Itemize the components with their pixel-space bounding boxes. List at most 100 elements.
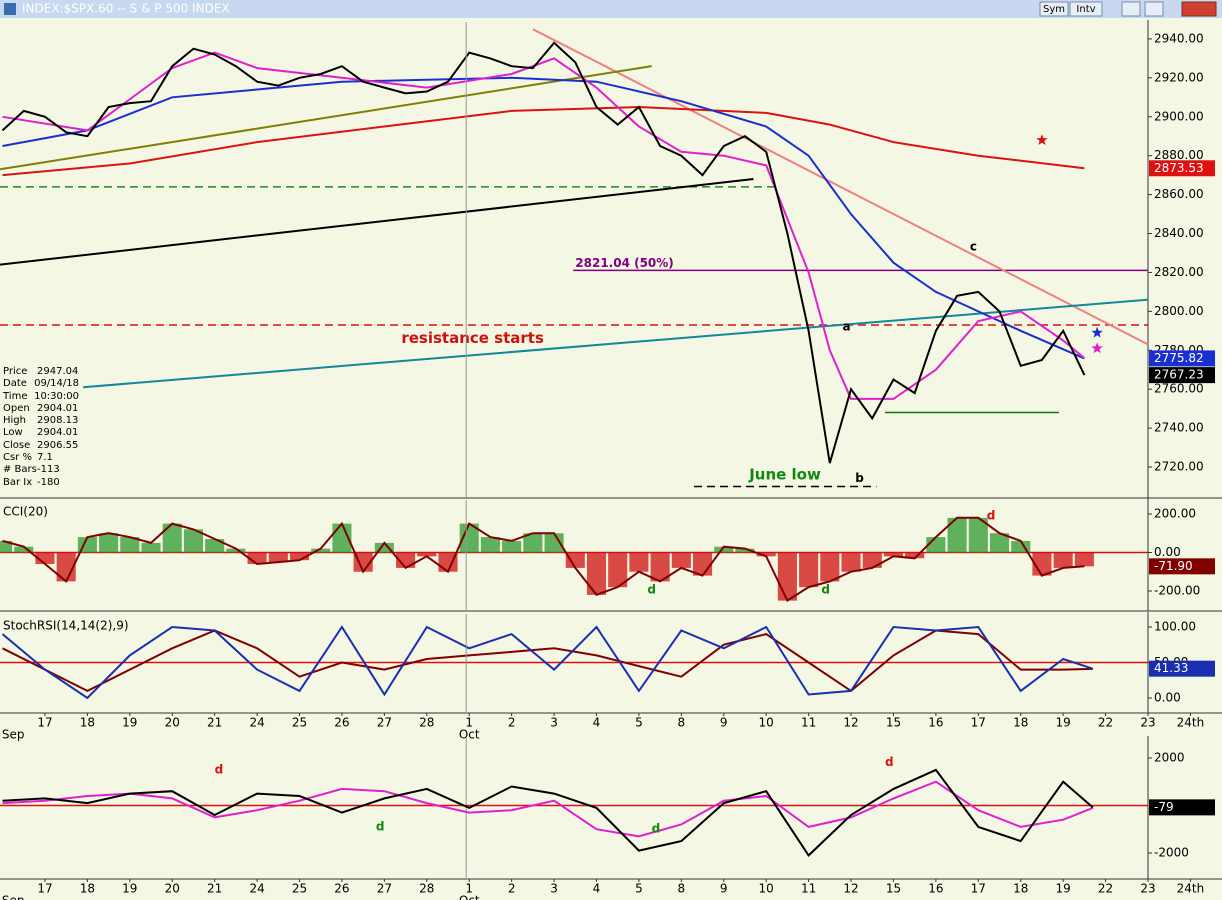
x-tick-label: 9 (720, 716, 728, 730)
sym-button-label[interactable]: Sym (1043, 4, 1065, 15)
plot-area: 2720.002740.002760.002780.002800.002820.… (0, 20, 1222, 900)
cci-bar (0, 540, 13, 553)
cci-bar (799, 552, 819, 588)
star-marker (1036, 134, 1048, 145)
info-label: Bar Ix (3, 476, 33, 488)
info-label: Close (3, 439, 31, 451)
x-tick-label: 19 (122, 716, 137, 730)
info-value: 10:30:00 (34, 390, 79, 402)
cci-bar (841, 552, 861, 572)
y-tick-label: 2940.00 (1154, 31, 1204, 45)
window-title: INDEX:$SPX.60 -- S & P 500 INDEX (22, 2, 230, 16)
info-label: Date (3, 378, 27, 390)
y-tick-label: -200.00 (1154, 583, 1200, 597)
series-line (2, 51, 1086, 400)
annotation: d (647, 583, 656, 597)
cci-bar (247, 552, 267, 565)
x-tick-label: 24th (1177, 882, 1205, 896)
x-tick-label: 12 (843, 882, 858, 896)
cci-bar (586, 552, 607, 595)
series-line (1, 41, 1086, 464)
x-tick-label: 20 (165, 716, 180, 730)
cci-bar (162, 523, 182, 553)
trend-line (0, 178, 754, 266)
trend-line (83, 298, 1149, 389)
x-tick-label: 24 (249, 882, 264, 896)
x-tick-label: 15 (886, 882, 901, 896)
y-tick-label: 2760.00 (1154, 382, 1204, 396)
y-tick-label: 2720.00 (1154, 460, 1204, 474)
annotation: b (855, 471, 864, 485)
x-tick-label: 3 (550, 882, 558, 896)
x-tick-label: 1 (465, 882, 473, 896)
x-tick-label: 16 (928, 716, 943, 730)
info-row: Date 09/14/18 (3, 378, 79, 390)
cci-bar (862, 552, 882, 568)
x-tick-label: 8 (678, 882, 686, 896)
cci-bar (544, 533, 564, 553)
cci-bar (968, 517, 988, 553)
x-tick-label: 10 (759, 882, 774, 896)
x-tick-label: 18 (80, 716, 95, 730)
info-row: Open 2904.01 (3, 403, 79, 415)
last-value-box (1149, 558, 1215, 575)
last-value-label: 2767.23 (1154, 368, 1204, 382)
annotation: d (987, 508, 996, 522)
cci-bar (883, 552, 903, 557)
x-tick-label: 19 (1056, 716, 1071, 730)
minimize-button[interactable] (1121, 1, 1141, 17)
x-tick-label: 24 (249, 716, 264, 730)
star-marker (1091, 342, 1103, 354)
cci-bar (56, 552, 76, 582)
info-label: Time (3, 390, 28, 402)
info-row: Csr % 7.1 (3, 452, 79, 464)
cci-bar (332, 523, 352, 553)
cci-bar (905, 552, 925, 559)
intv-button[interactable] (1069, 1, 1103, 17)
cci-bar (226, 548, 246, 553)
x-tick-label: 19 (122, 882, 137, 896)
month-label: Sep (2, 728, 25, 742)
last-value-label: 2775.82 (1154, 351, 1204, 365)
x-tick-label: 4 (593, 716, 601, 730)
x-tick-label: 2 (508, 716, 516, 730)
info-row: High 2908.13 (3, 415, 79, 427)
maximize-button[interactable] (1144, 1, 1164, 17)
x-tick-label: 11 (801, 716, 816, 730)
last-value-box (1149, 799, 1215, 816)
cci-bar (947, 517, 967, 553)
x-tick-label: 1 (465, 716, 473, 730)
close-button[interactable] (1181, 1, 1217, 17)
cci-bar (311, 548, 331, 553)
info-row: Bar Ix -180 (3, 477, 79, 489)
last-value-box (1149, 367, 1215, 384)
cci-bar (35, 552, 55, 565)
x-tick-label: 27 (377, 882, 392, 896)
cci-bar (459, 523, 479, 553)
x-tick-label: 22 (1098, 882, 1113, 896)
cci-bar (756, 552, 776, 557)
series-line (2, 516, 1085, 603)
x-tick-label: 16 (928, 882, 943, 896)
cci-bar (289, 552, 310, 561)
x-tick-label: 3 (550, 716, 558, 730)
trend-line (532, 28, 1149, 346)
x-tick-label: 24th (1177, 716, 1205, 730)
month-label: Oct (459, 894, 480, 900)
cci-bar (565, 552, 585, 568)
star-marker (1091, 326, 1103, 338)
x-tick-label: 17 (971, 882, 986, 896)
annotation: d (885, 755, 894, 769)
annotation: d (821, 583, 830, 597)
cci-bar (14, 546, 34, 553)
x-tick-label: 17 (37, 716, 52, 730)
info-panel: Price 2947.04 Date 09/14/18 Time 10:30:00 Open… (3, 366, 79, 489)
intv-button-label[interactable]: Intv (1076, 4, 1095, 15)
x-tick-label: 18 (1013, 882, 1028, 896)
cci-bar (1074, 552, 1094, 567)
info-label: # Bars (3, 464, 37, 476)
info-row: # Bars -113 (3, 464, 79, 476)
sym-button[interactable] (1039, 1, 1069, 17)
